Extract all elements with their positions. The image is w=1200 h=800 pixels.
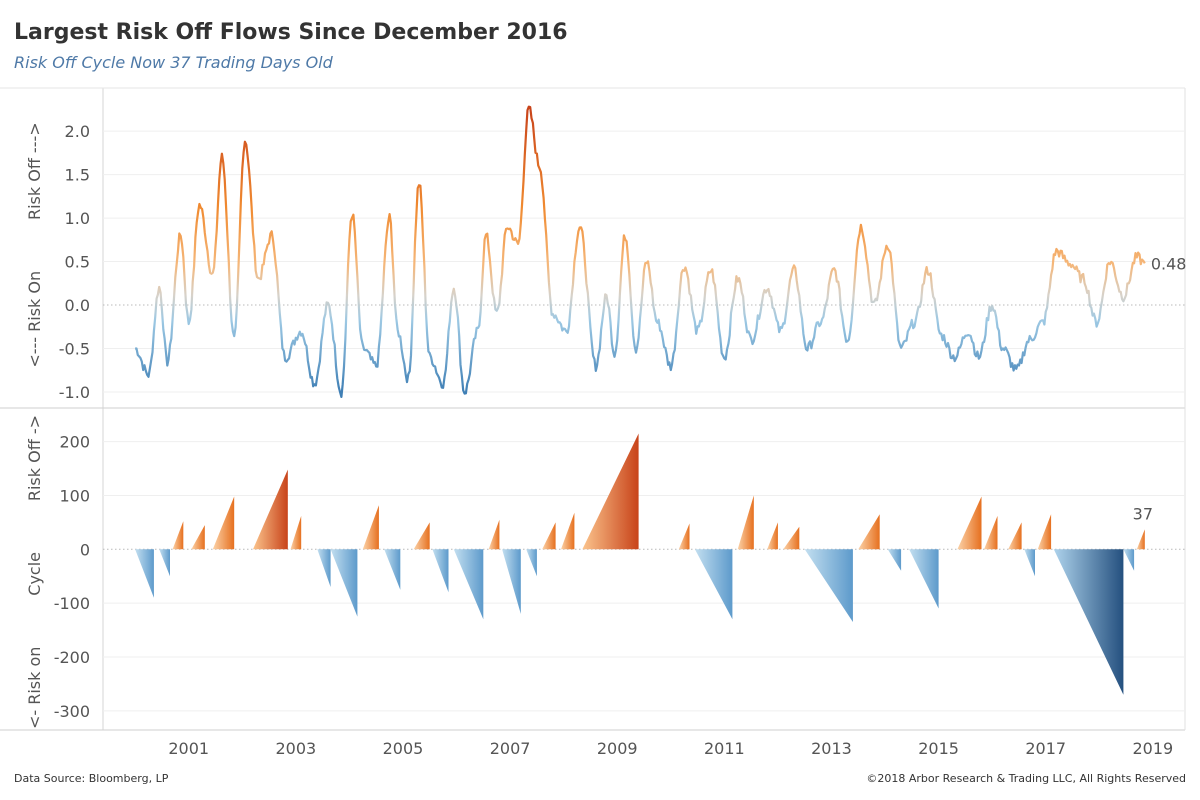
- bottom-y-tick-label: 0: [80, 540, 90, 559]
- risk-on-cycle: [909, 549, 939, 609]
- top-y-tick-label: 1.0: [65, 209, 90, 228]
- risk-off-cycle: [783, 526, 800, 550]
- risk-on-cycle: [1053, 549, 1124, 695]
- copyright: ©2018 Arbor Research & Trading LLC, All …: [866, 772, 1186, 785]
- top-y-tick-label: -0.5: [59, 339, 90, 358]
- risk-off-cycle: [542, 522, 556, 550]
- risk-off-cycle: [290, 515, 302, 550]
- risk-on-cycle: [694, 549, 733, 620]
- bottom-y-axis-label: <- Risk on Cycle Risk Off ->: [25, 415, 44, 729]
- risk-off-cycle: [362, 505, 379, 550]
- risk-off-cycle: [1136, 529, 1145, 550]
- x-tick-label: 2009: [597, 739, 638, 758]
- risk-off-cycle: [1037, 514, 1052, 550]
- risk-on-cycle: [453, 549, 484, 620]
- risk-on-cycle: [526, 549, 537, 577]
- risk-on-cycle: [330, 549, 358, 617]
- top-y-axis-label: <--- Risk On Risk Off --->: [25, 122, 44, 367]
- risk-on-cycle: [384, 549, 401, 590]
- risk-on-cycle: [502, 549, 521, 614]
- x-tick-label: 2011: [704, 739, 745, 758]
- risk-off-cycle: [678, 523, 690, 550]
- x-tick-label: 2005: [383, 739, 424, 758]
- risk-on-cycle: [804, 549, 853, 622]
- risk-off-cycle: [561, 512, 575, 550]
- risk-off-cycle: [212, 496, 235, 550]
- bottom-y-tick-label: 100: [59, 486, 90, 505]
- risk-off-cycle: [488, 519, 500, 550]
- top-y-tick-label: 2.0: [65, 122, 90, 141]
- risk-on-cycle: [432, 549, 449, 593]
- risk-off-cycle: [858, 514, 880, 550]
- risk-off-cycle: [172, 521, 184, 550]
- data-source: Data Source: Bloomberg, LP: [14, 772, 169, 785]
- risk-on-cycle: [317, 549, 331, 587]
- bottom-y-tick-label: -200: [54, 648, 90, 667]
- top-y-tick-label: -1.0: [59, 383, 90, 402]
- risk-index-line: [135, 105, 1146, 398]
- risk-off-cycle: [957, 496, 982, 550]
- x-tick-label: 2013: [811, 739, 852, 758]
- bottom-last-value-label: 37: [1133, 504, 1153, 523]
- bottom-y-tick-label: 200: [59, 433, 90, 452]
- risk-off-cycle: [413, 522, 430, 550]
- risk-off-cycle: [582, 433, 639, 550]
- bottom-y-tick-label: -300: [54, 702, 90, 721]
- risk-off-cycle: [984, 515, 998, 550]
- top-y-tick-label: 0.0: [65, 296, 90, 315]
- risk-on-cycle: [887, 549, 902, 571]
- risk-off-cycle: [253, 469, 288, 550]
- x-tick-label: 2003: [275, 739, 316, 758]
- x-tick-label: 2001: [168, 739, 209, 758]
- chart-subtitle: Risk Off Cycle Now 37 Trading Days Old: [14, 53, 333, 72]
- risk-on-cycle: [135, 549, 154, 598]
- x-tick-label: 2015: [918, 739, 959, 758]
- chart-title: Largest Risk Off Flows Since December 20…: [14, 20, 568, 45]
- risk-off-cycle: [191, 525, 205, 550]
- top-last-value-label: 0.48: [1151, 254, 1187, 273]
- bottom-y-tick-label: -100: [54, 594, 90, 613]
- risk-on-cycle: [1123, 549, 1135, 571]
- top-y-tick-label: 1.5: [65, 166, 90, 185]
- risk-off-cycle: [1008, 522, 1022, 550]
- risk-on-cycle: [159, 549, 170, 577]
- risk-off-cycle: [767, 522, 778, 550]
- x-tick-label: 2019: [1133, 739, 1174, 758]
- top-y-tick-label: 0.5: [65, 253, 90, 272]
- risk-on-cycle: [1024, 549, 1035, 577]
- x-tick-label: 2017: [1025, 739, 1066, 758]
- x-tick-label: 2007: [490, 739, 531, 758]
- risk-off-cycle: [737, 495, 754, 550]
